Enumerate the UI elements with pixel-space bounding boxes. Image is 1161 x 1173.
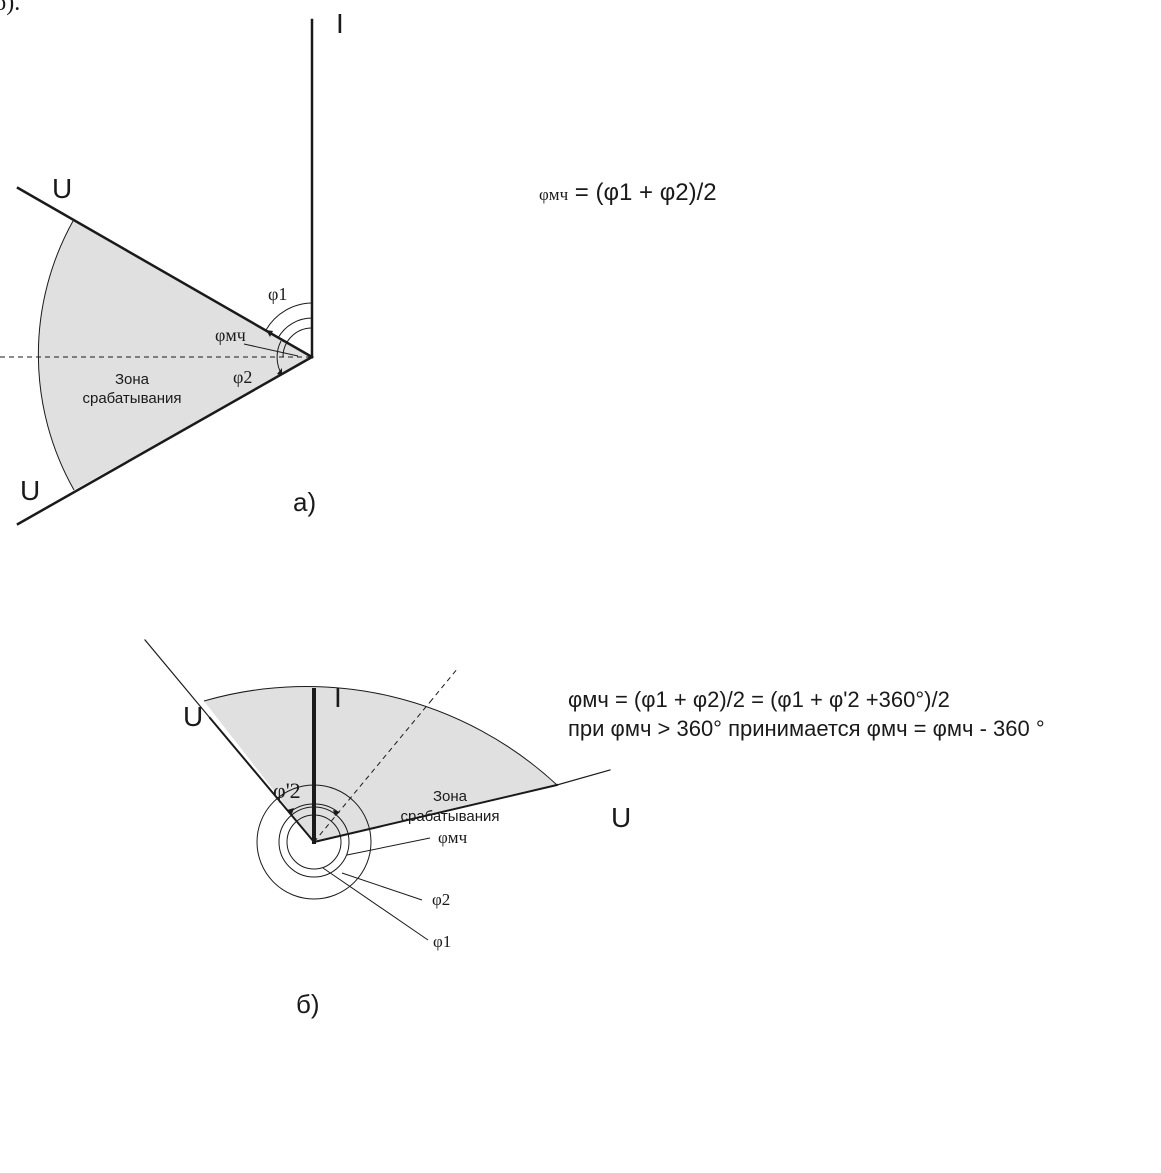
operating-zone-b — [204, 686, 557, 842]
phi1-circle-b — [286, 814, 342, 870]
top-text-fragment: б). — [0, 0, 20, 16]
formula-b-line2: при φмч > 360° принимается φмч = φмч - 3… — [568, 716, 1045, 741]
operating-zone-a — [38, 221, 313, 490]
phi-mch-arrow-b — [333, 810, 340, 816]
phi1-label-a: φ1 — [268, 284, 287, 304]
current-label-i-b: I — [334, 682, 342, 713]
phi1-leader-b — [322, 867, 429, 941]
max-sensitivity-line-b — [313, 701, 431, 843]
voltage-label-right-b: U — [611, 802, 631, 833]
formula-a-phi: φмч — [539, 185, 569, 204]
voltage-boundary-right-thin-b — [556, 769, 611, 786]
phi2-circle-b — [278, 806, 350, 878]
phi-mch-label-b: φмч — [438, 828, 468, 847]
zone-boundary-arc-b — [203, 686, 558, 786]
phi2-prime-arrow-b — [287, 808, 294, 814]
zone-boundary-arc-a — [37, 220, 75, 491]
voltage-boundary-left-thin-b — [144, 639, 211, 719]
phi-mch-leader-b — [346, 837, 431, 856]
phi1-arc-outer-a — [265, 302, 313, 331]
current-label-i-a: I — [336, 8, 344, 39]
phi-mch-leader-a — [243, 343, 299, 357]
phi2-label-a: φ2 — [233, 367, 252, 387]
phi2-leader-b — [341, 872, 423, 901]
caption-a: а) — [293, 487, 316, 517]
zone-label-line2-a: срабатывания — [82, 390, 181, 407]
voltage-boundary-right-b — [312, 783, 559, 844]
diagram-a: I U U φ1 φмч φ2 Зона срабатывания а) φмч… — [0, 8, 717, 526]
voltage-boundary-upper — [16, 186, 314, 359]
phi2-prime-label-b: φ'2 — [273, 778, 301, 803]
max-sensitivity-line-b-ext — [429, 667, 459, 703]
formula-a: φмч = (φ1 + φ2)/2 — [539, 179, 717, 206]
caption-b: б) — [296, 989, 320, 1019]
phi-mch-label-a: φмч — [215, 325, 246, 345]
phi2-arrow-a — [277, 368, 282, 375]
formula-a-rest: = (φ1 + φ2)/2 — [568, 179, 717, 206]
phi2-label-b: φ2 — [432, 890, 450, 909]
voltage-label-upper-a: U — [52, 173, 72, 204]
diagram-b: I U U φ'2 φмч φ2 φ1 Зона срабатывания б)… — [144, 639, 1045, 1019]
voltage-label-lower-a: U — [20, 475, 40, 506]
phi1-arrow-a — [266, 330, 273, 337]
phi1-label-b: φ1 — [433, 932, 451, 951]
phi-mch-arc-a — [282, 327, 313, 358]
outer-circle-b — [256, 784, 372, 900]
zone-label-line1-a: Зона — [115, 371, 150, 388]
formula-b-line1: φмч = (φ1 + φ2)/2 = (φ1 + φ'2 +360°)/2 — [568, 687, 950, 712]
zone-label-line2-b: срабатывания — [400, 808, 499, 825]
zone-label-line1-b: Зона — [433, 788, 468, 805]
voltage-label-left-b: U — [183, 701, 203, 732]
voltage-boundary-lower — [16, 355, 314, 526]
phi1-arc-a — [277, 317, 313, 339]
